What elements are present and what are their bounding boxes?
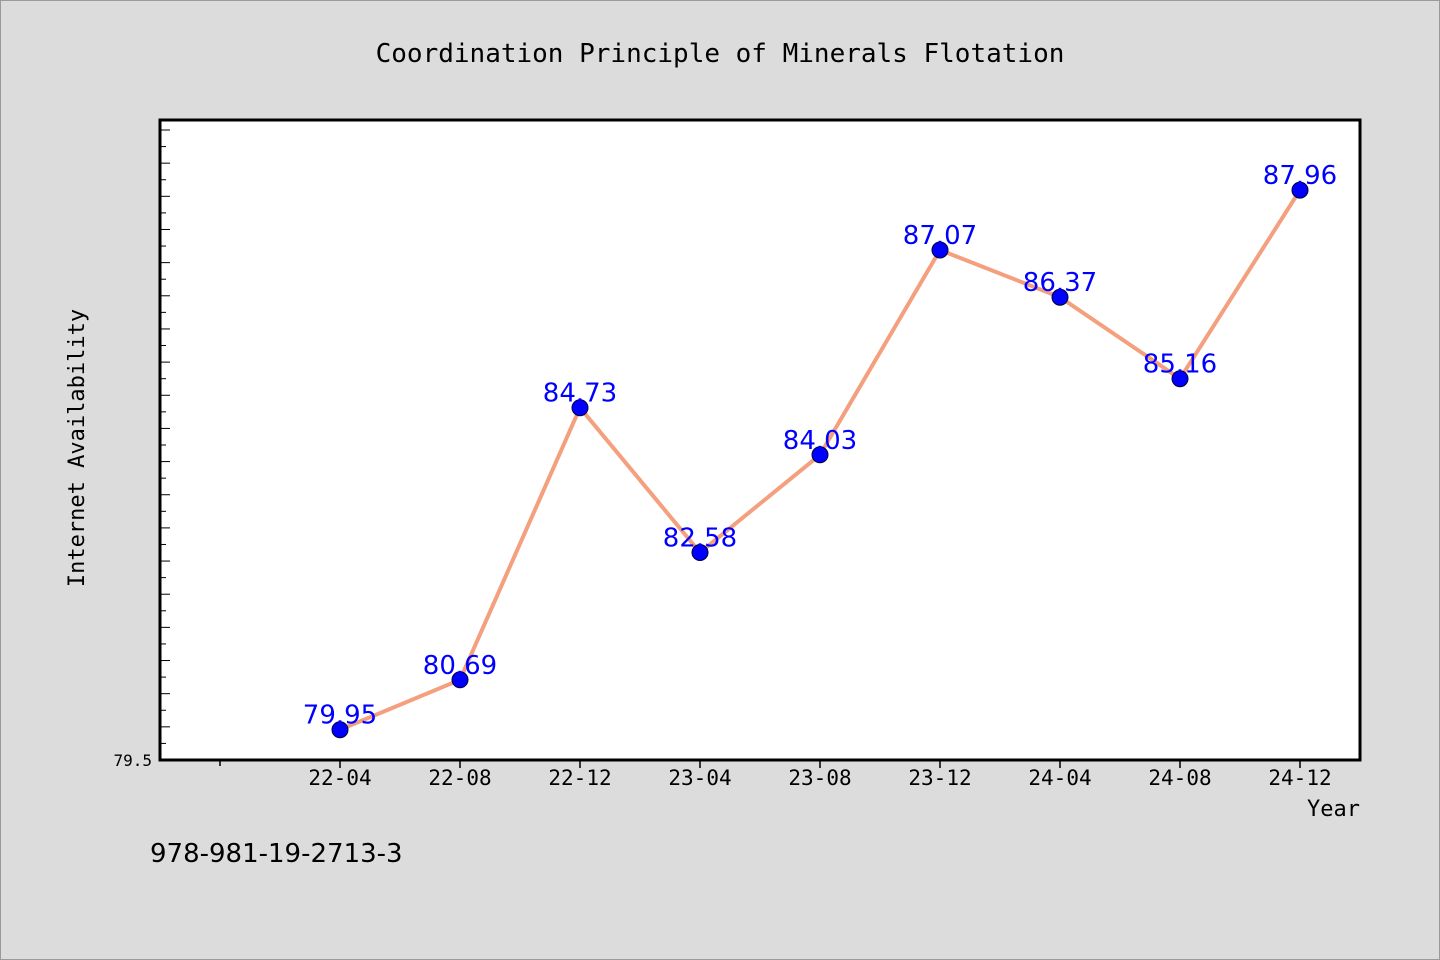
data-point: [931, 241, 949, 259]
y-tick-label: 79.5: [113, 751, 152, 770]
chart-title: Coordination Principle of Minerals Flota…: [376, 39, 1065, 69]
data-label: 84.03: [783, 426, 857, 456]
data-point: [691, 544, 709, 561]
x-tick-label: 24-08: [1148, 766, 1211, 790]
plot-area: [158, 118, 1362, 762]
x-tick-label: 23-08: [788, 766, 851, 790]
data-label: 84.73: [543, 379, 617, 409]
y-axis-ticks: [160, 129, 170, 761]
data-label: 79.95: [303, 701, 377, 731]
x-tick-label: 22-12: [548, 766, 611, 790]
series-layer: 79.95 80.69 84.73 82.58 84.03 87.07 86.37 85.16…: [303, 161, 1337, 739]
data-label: 87.07: [903, 221, 977, 251]
data-point: [1171, 370, 1189, 388]
x-tick-label: 22-08: [428, 766, 491, 790]
data-point: [1291, 181, 1309, 199]
data-point: [331, 721, 349, 739]
x-tick-label: 22-04: [308, 766, 371, 790]
data-label: 80.69: [423, 651, 497, 681]
x-tick-label: 23-12: [908, 766, 971, 790]
data-label: 82.58: [663, 524, 737, 554]
data-label: 87.96: [1263, 161, 1337, 191]
isbn-footer: 978-981-19-2713-3: [150, 839, 403, 869]
data-point: [1051, 288, 1069, 306]
x-axis-label: Year: [1307, 797, 1360, 822]
data-point: [811, 446, 829, 464]
x-tick-label: 24-04: [1028, 766, 1091, 790]
data-point: [571, 399, 589, 417]
data-label: 86.37: [1023, 268, 1097, 298]
data-label: 85.16: [1143, 350, 1217, 380]
x-tick-label: 24-12: [1268, 766, 1331, 790]
y-axis-label: Internet Availability: [65, 309, 90, 587]
data-point: [451, 671, 469, 689]
x-tick-label: 23-04: [668, 766, 731, 790]
x-axis-ticks: 22-04 22-08 22-12 23-04 23-08 23-12 24-04 24-08…: [219, 760, 1332, 790]
